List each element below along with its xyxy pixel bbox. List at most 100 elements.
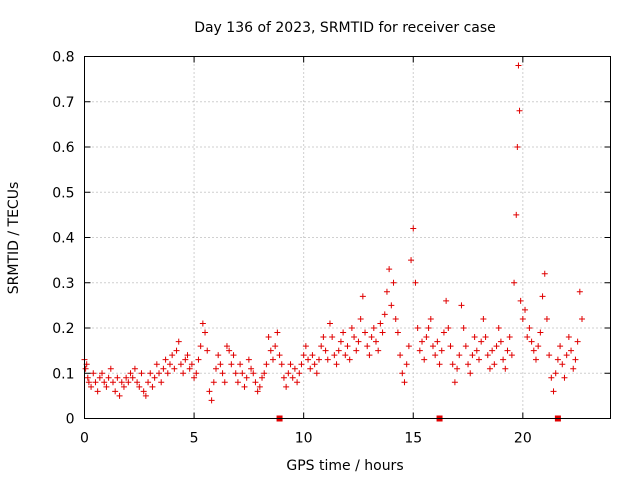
data-point [118,379,125,386]
data-point [427,315,434,322]
data-point [473,347,480,354]
data-point [109,379,116,386]
data-point [576,288,583,295]
data-point [177,361,184,368]
grid [84,56,611,419]
data-point [486,365,493,372]
data-point [447,343,454,350]
data-point [454,365,461,372]
data-point [449,361,456,368]
data-point [546,352,553,359]
data-point [514,144,521,150]
data-point [125,379,132,386]
data-point [465,361,472,368]
data-point [351,334,358,341]
data-point [289,374,296,381]
data-point [383,288,390,295]
y-tick-label: 0.1 [52,366,74,382]
data-point [156,370,163,377]
data-point [265,334,272,341]
data-point [329,334,336,341]
data-point [217,361,224,368]
data-point [451,379,458,386]
data-point [230,352,237,359]
data-point [223,343,230,350]
data-point [171,365,178,372]
data-point [256,383,263,390]
data-point [210,379,217,386]
data-point [199,320,206,327]
data-point [548,374,555,381]
y-tick-label: 0.6 [52,140,74,156]
data-point [99,370,106,377]
data-point [528,338,535,345]
data-point [366,352,373,359]
data-point [131,365,138,372]
y-axis-label: SRMTID / TECUs [6,182,22,295]
data-point [425,325,432,331]
y-tick-label: 0.4 [52,231,74,247]
data-point [316,356,323,363]
data-point [524,334,531,341]
data-point [287,361,294,368]
data-point [434,338,441,345]
data-point [324,356,331,363]
data-point [554,356,561,363]
data-point [469,352,476,359]
data-point [550,388,557,395]
data-point [476,356,482,363]
data-point [147,370,154,377]
data-point [136,383,143,390]
data-point [484,352,491,359]
data-point [541,270,548,277]
data-point [239,370,246,377]
data-point [375,347,382,354]
data-point [213,365,219,372]
data-point [519,315,526,322]
data-point [101,379,108,386]
data-point [162,356,169,363]
data-point [403,361,410,368]
data-point [445,325,452,331]
data-point [142,392,149,399]
data-point [195,356,202,363]
data-point [232,370,239,377]
data-point [397,352,404,359]
data-point [129,374,136,381]
data-point [90,370,97,377]
data-point [335,347,342,354]
data-point [114,374,121,381]
data-point [294,379,301,386]
data-point [471,334,478,341]
data-point [140,388,147,395]
data-point [467,370,474,377]
data-point [166,361,173,368]
data-point [120,383,127,390]
data-point [565,334,572,341]
data-point [320,334,327,341]
data-point [388,302,395,309]
data-point [302,343,309,350]
data-point [169,352,176,359]
data-point [386,266,393,273]
data-point [537,329,544,336]
data-point [202,329,209,336]
data-point [460,325,467,331]
data-point [175,338,182,345]
data-point [241,383,248,390]
data-point [184,352,191,359]
data-point [532,356,539,363]
data-points [81,62,586,422]
data-point [379,329,386,336]
data-point [493,343,500,350]
data-point [267,347,274,354]
axis-ticks: 0 0.1 0.2 0.3 0.4 0.5 0.6 0.7 0.8 0 5 10 15 20 [52,50,611,447]
data-point [530,347,537,354]
data-point [127,370,134,377]
data-point [193,370,200,377]
chart-title: Day 136 of 2023, SRMTID for receiver cas… [194,20,496,36]
data-point [543,315,550,322]
data-point [443,297,450,304]
data-point [188,361,195,368]
